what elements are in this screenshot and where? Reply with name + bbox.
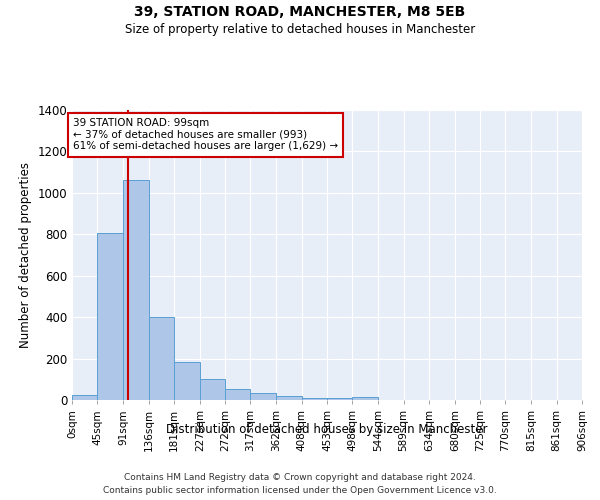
Bar [123,180,149,400]
Y-axis label: Number of detached properties: Number of detached properties [19,162,32,348]
Bar [149,317,174,400]
Bar [97,233,123,400]
Bar [276,396,302,400]
Bar [352,397,378,400]
Bar [327,398,352,400]
Bar [302,398,327,400]
Text: Contains public sector information licensed under the Open Government Licence v3: Contains public sector information licen… [103,486,497,495]
Text: Contains HM Land Registry data © Crown copyright and database right 2024.: Contains HM Land Registry data © Crown c… [124,472,476,482]
Text: 39 STATION ROAD: 99sqm
← 37% of detached houses are smaller (993)
61% of semi-de: 39 STATION ROAD: 99sqm ← 37% of detached… [73,118,338,152]
Text: Size of property relative to detached houses in Manchester: Size of property relative to detached ho… [125,22,475,36]
Bar [174,362,200,400]
Bar [250,393,276,400]
Bar [72,395,97,400]
Bar [225,388,250,400]
Text: 39, STATION ROAD, MANCHESTER, M8 5EB: 39, STATION ROAD, MANCHESTER, M8 5EB [134,5,466,19]
Text: Distribution of detached houses by size in Manchester: Distribution of detached houses by size … [166,422,488,436]
Bar [200,380,225,400]
